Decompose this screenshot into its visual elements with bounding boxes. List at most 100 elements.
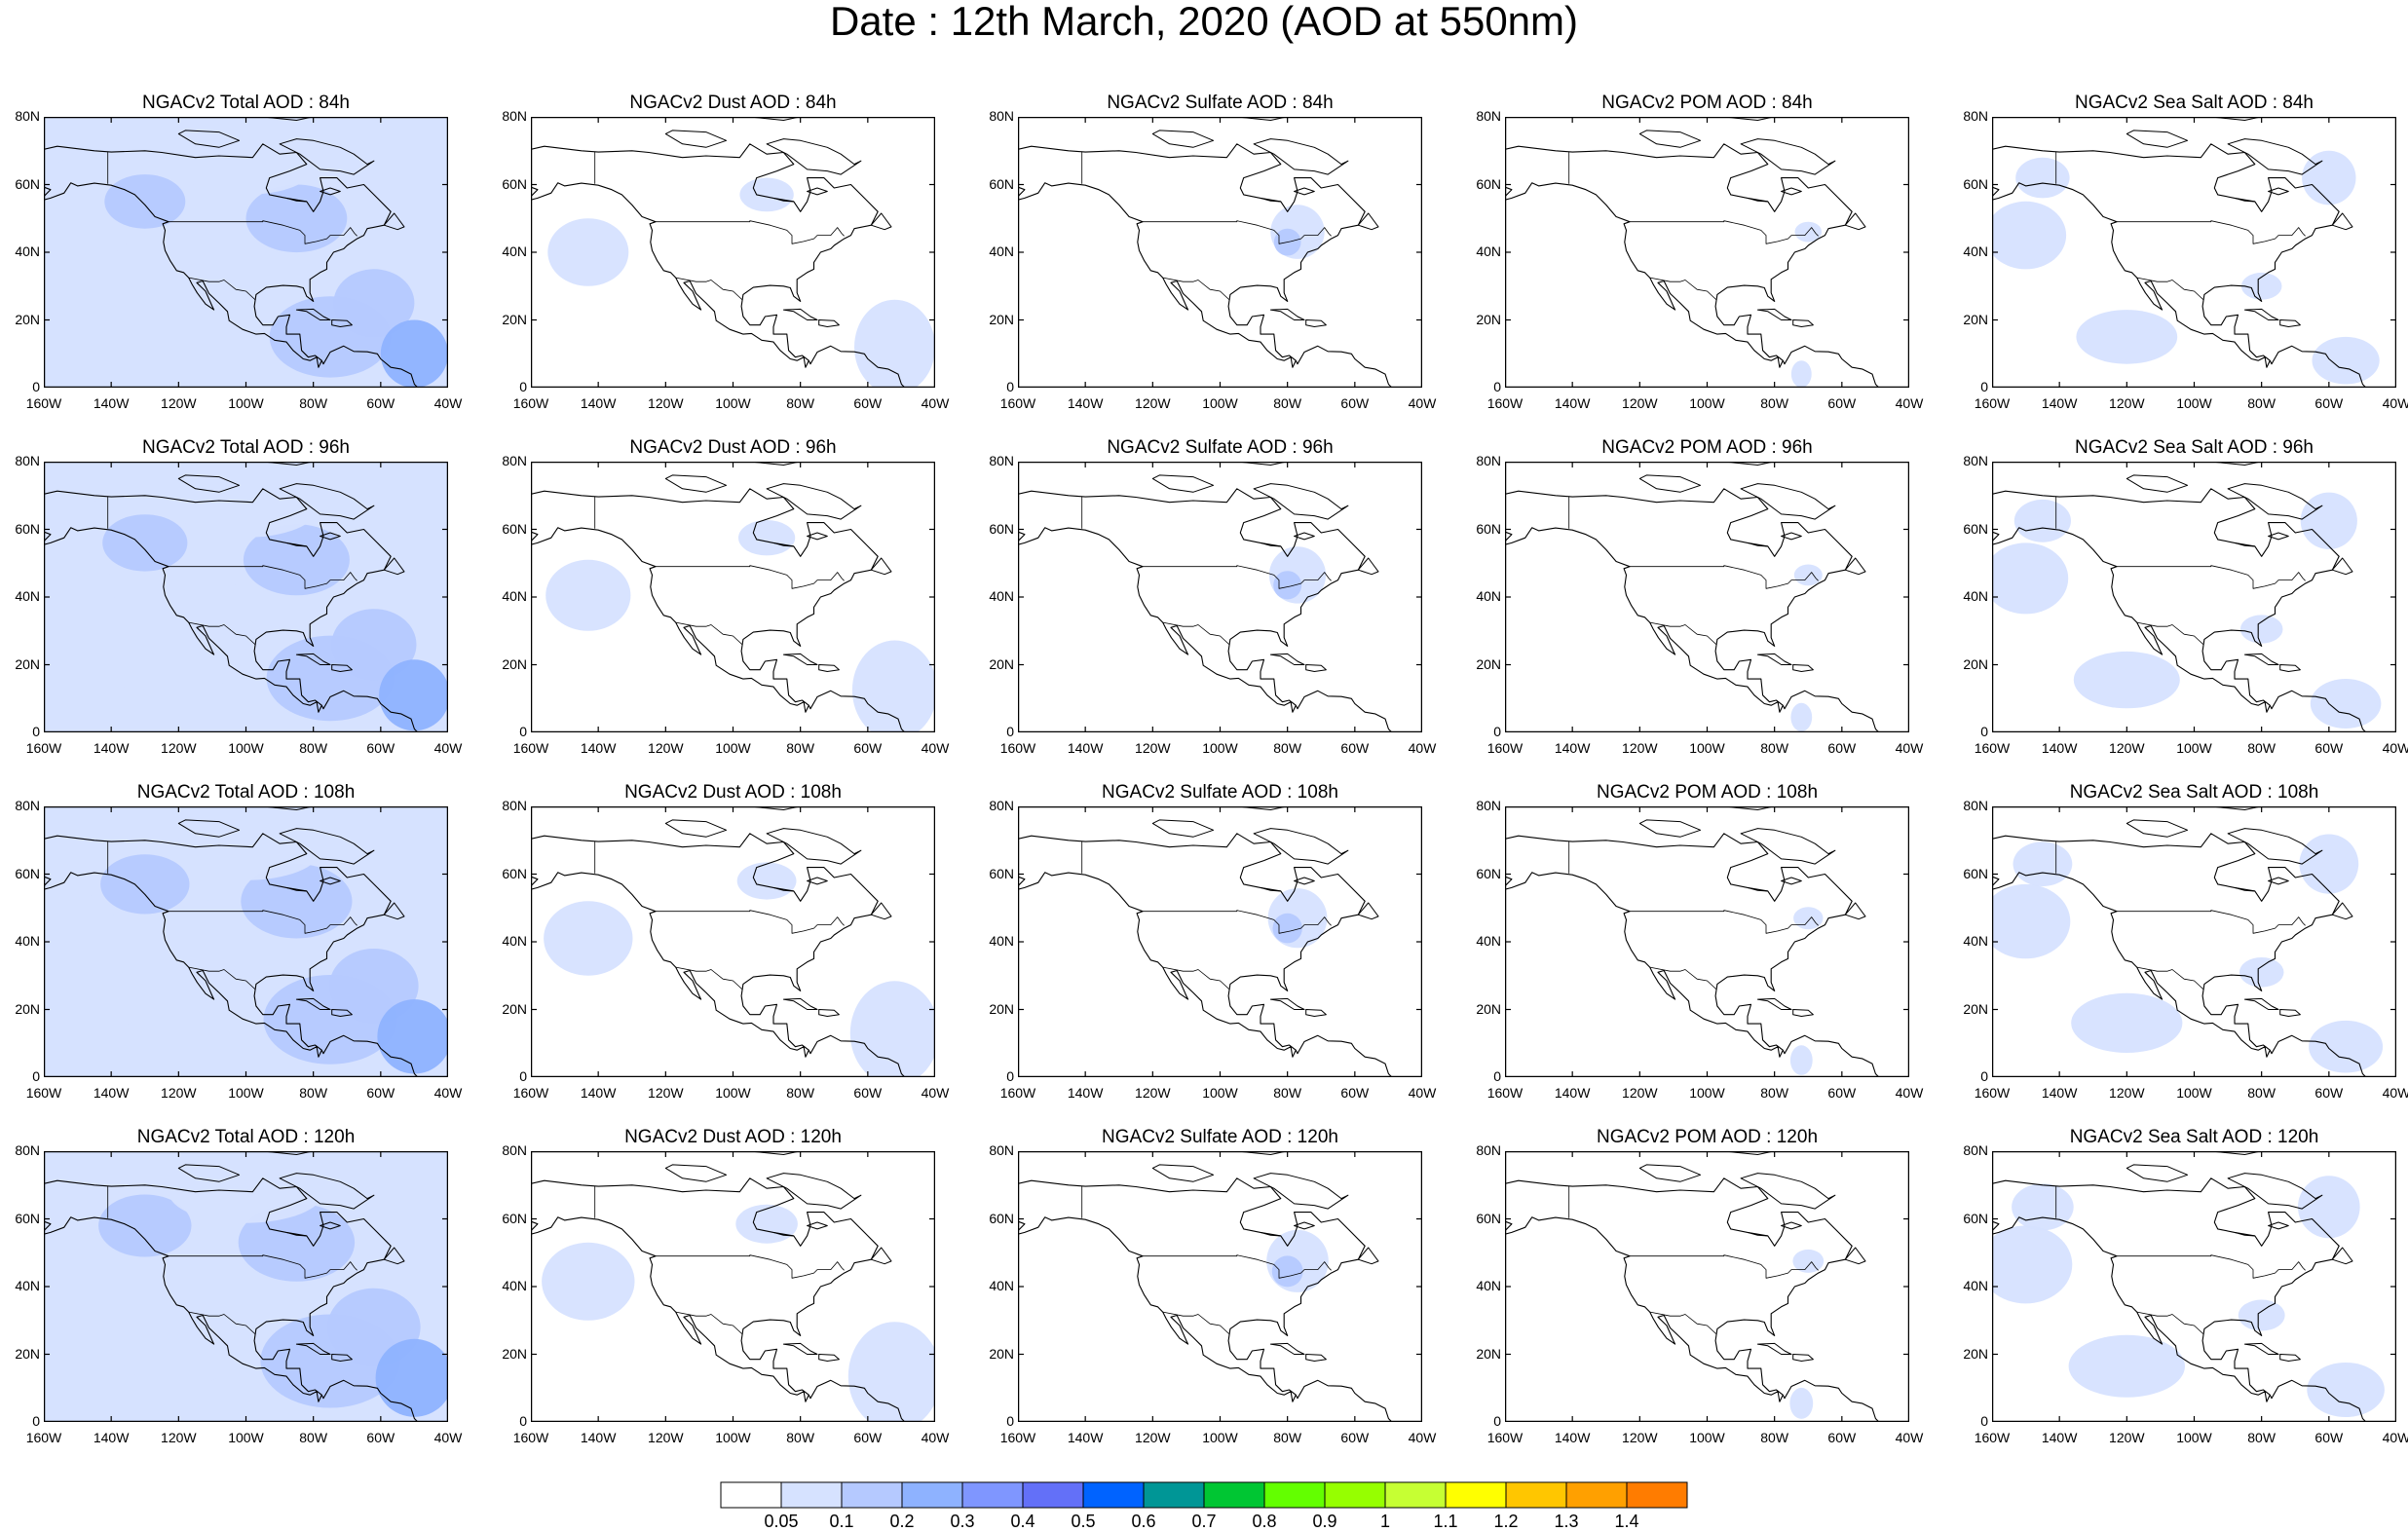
lon-tick-label: 40W bbox=[2382, 395, 2408, 411]
lon-tick-label: 60W bbox=[853, 1085, 883, 1101]
aod-area bbox=[1793, 907, 1824, 930]
lat-tick-label: 60N bbox=[989, 865, 1014, 881]
border-us-canada bbox=[2117, 565, 2306, 589]
colorbar-swatch bbox=[720, 1481, 782, 1509]
island-outline bbox=[1723, 462, 1812, 466]
aod-area bbox=[854, 299, 935, 388]
lon-tick-label: 40W bbox=[433, 1430, 463, 1445]
border-us-canada bbox=[2117, 910, 2306, 934]
island-outline bbox=[1792, 1009, 1814, 1017]
colorbar-label: 0.3 bbox=[950, 1512, 975, 1531]
lon-tick-label: 120W bbox=[1135, 395, 1171, 411]
lat-tick-label: 0 bbox=[1980, 724, 1988, 739]
lon-tick-label: 60W bbox=[1340, 395, 1370, 411]
aod-area bbox=[1792, 1249, 1825, 1273]
coastline-pacific bbox=[1992, 1216, 2271, 1402]
lat-tick-label: 60N bbox=[989, 175, 1014, 192]
panel-title: NGACv2 Total AOD : 120h bbox=[136, 1127, 356, 1147]
lat-tick-label: 20N bbox=[989, 1000, 1014, 1017]
border-us-mexico bbox=[2136, 966, 2204, 990]
island-outline bbox=[766, 1173, 862, 1210]
lon-tick-label: 80W bbox=[1760, 395, 1789, 411]
island-outline bbox=[1236, 1151, 1325, 1155]
lon-tick-label: 40W bbox=[433, 740, 463, 756]
island-outline bbox=[295, 997, 331, 1010]
island-outline bbox=[1756, 308, 1792, 320]
lat-tick-label: 0 bbox=[1980, 1068, 1988, 1084]
colorbar-label: 0.05 bbox=[764, 1512, 799, 1531]
lat-tick-label: 0 bbox=[519, 1068, 527, 1084]
lon-tick-label: 40W bbox=[433, 1085, 463, 1101]
lon-tick-label: 100W bbox=[2176, 740, 2212, 756]
island-outline bbox=[1357, 557, 1379, 576]
lat-tick-label: 40N bbox=[502, 243, 527, 259]
map-panel-pom bbox=[1505, 1151, 1909, 1422]
coastline-atlantic bbox=[1018, 143, 1393, 388]
lon-tick-label: 40W bbox=[1408, 1430, 1437, 1445]
lat-tick-label: 20N bbox=[1476, 1345, 1501, 1362]
map-panel-seasalt bbox=[1992, 462, 2396, 732]
lon-tick-label: 100W bbox=[1689, 1430, 1725, 1445]
colorbar-swatch bbox=[780, 1481, 843, 1509]
panel-title: NGACv2 Sea Salt AOD : 96h bbox=[2074, 437, 2314, 458]
island-outline bbox=[1756, 997, 1792, 1010]
lat-tick-label: 20N bbox=[15, 1345, 40, 1362]
aod-area bbox=[174, 480, 318, 538]
coastline-atlantic bbox=[1505, 833, 1880, 1077]
lat-tick-label: 40N bbox=[1963, 933, 1988, 949]
island-outline bbox=[2126, 819, 2189, 838]
aod-area bbox=[2073, 651, 2180, 709]
colorbar-swatch bbox=[1022, 1481, 1084, 1509]
border-us-canada bbox=[1143, 1254, 1332, 1279]
lat-tick-label: 40N bbox=[15, 243, 40, 259]
aod-area bbox=[1992, 1225, 2073, 1304]
colorbar-swatch bbox=[1082, 1481, 1145, 1509]
lon-tick-label: 60W bbox=[1340, 1085, 1370, 1101]
lon-tick-label: 160W bbox=[25, 740, 62, 756]
lon-tick-label: 160W bbox=[999, 740, 1036, 756]
lat-tick-label: 0 bbox=[1980, 1413, 1988, 1429]
coastline-hudson bbox=[1260, 197, 1281, 203]
aod-area bbox=[738, 520, 796, 556]
border-us-mexico bbox=[1162, 966, 1230, 990]
coastline-hudson bbox=[1260, 542, 1281, 547]
panel-title: NGACv2 Dust AOD : 108h bbox=[624, 782, 842, 803]
island-outline bbox=[1357, 902, 1379, 920]
island-outline bbox=[1792, 319, 1814, 327]
island-outline bbox=[2279, 1009, 2301, 1017]
island-outline bbox=[2227, 483, 2323, 520]
island-outline bbox=[782, 997, 818, 1010]
lon-tick-label: 140W bbox=[2041, 395, 2078, 411]
island-outline bbox=[1792, 1354, 1814, 1362]
lat-tick-label: 0 bbox=[32, 724, 40, 739]
coastline-pacific bbox=[1505, 872, 1784, 1058]
lat-tick-label: 20N bbox=[1476, 1000, 1501, 1017]
aod-area bbox=[2299, 834, 2359, 894]
lon-tick-label: 80W bbox=[2247, 1085, 2276, 1101]
map-panel-dust bbox=[531, 117, 935, 388]
lon-tick-label: 40W bbox=[1895, 395, 1924, 411]
lat-tick-label: 40N bbox=[15, 933, 40, 949]
lon-tick-label: 160W bbox=[25, 1430, 62, 1445]
lon-tick-label: 40W bbox=[1895, 740, 1924, 756]
lon-tick-label: 60W bbox=[366, 740, 395, 756]
aod-area bbox=[851, 640, 935, 732]
coastline-pacific bbox=[1018, 527, 1297, 713]
lon-tick-label: 100W bbox=[228, 740, 264, 756]
map-panel-sulfate bbox=[1018, 1151, 1422, 1422]
coastline-hudson bbox=[772, 197, 794, 203]
map-panel-dust bbox=[531, 1151, 935, 1422]
aod-area bbox=[2240, 272, 2282, 300]
coastline-pacific bbox=[531, 527, 809, 713]
lat-tick-label: 20N bbox=[502, 655, 527, 672]
lon-tick-label: 40W bbox=[1408, 1085, 1437, 1101]
aod-area bbox=[44, 157, 112, 212]
lat-tick-label: 0 bbox=[1980, 379, 1988, 394]
border-us-mexico bbox=[675, 621, 743, 646]
border-us-mexico bbox=[188, 277, 256, 301]
lon-tick-label: 80W bbox=[299, 740, 328, 756]
aod-area bbox=[380, 319, 448, 388]
lon-tick-label: 160W bbox=[512, 395, 549, 411]
island-outline bbox=[1740, 828, 1836, 865]
island-outline bbox=[2126, 1164, 2189, 1182]
